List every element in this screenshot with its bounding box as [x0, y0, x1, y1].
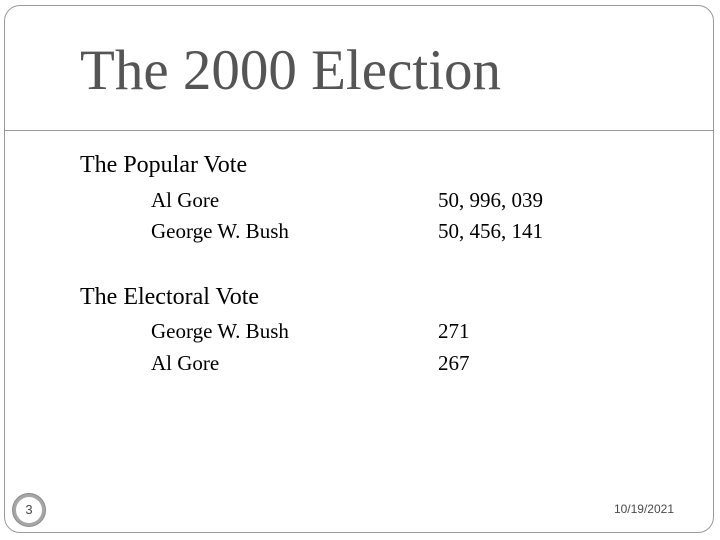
slide-title: The 2000 Election	[80, 39, 502, 102]
slide-date: 10/19/2021	[613, 502, 674, 516]
electoral-vote-count-bush: 271	[438, 319, 470, 343]
slide-number: 3	[16, 497, 42, 523]
popular-vote-candidate-bush: George W. Bush	[151, 219, 289, 243]
popular-vote-candidate-gore: Al Gore	[151, 188, 220, 212]
electoral-vote-candidate-gore: Al Gore	[151, 351, 220, 375]
electoral-vote-candidate-bush: George W. Bush	[151, 319, 289, 343]
popular-vote-heading: The Popular Vote	[80, 152, 248, 178]
electoral-vote-heading: The Electoral Vote	[80, 284, 260, 310]
slide-number-badge: 3	[12, 493, 46, 527]
popular-vote-count-bush: 50, 456, 141	[438, 219, 543, 243]
slide-frame	[4, 5, 714, 533]
electoral-vote-count-gore: 267	[438, 351, 470, 375]
popular-vote-count-gore: 50, 996, 039	[438, 188, 543, 212]
title-divider	[4, 130, 714, 131]
